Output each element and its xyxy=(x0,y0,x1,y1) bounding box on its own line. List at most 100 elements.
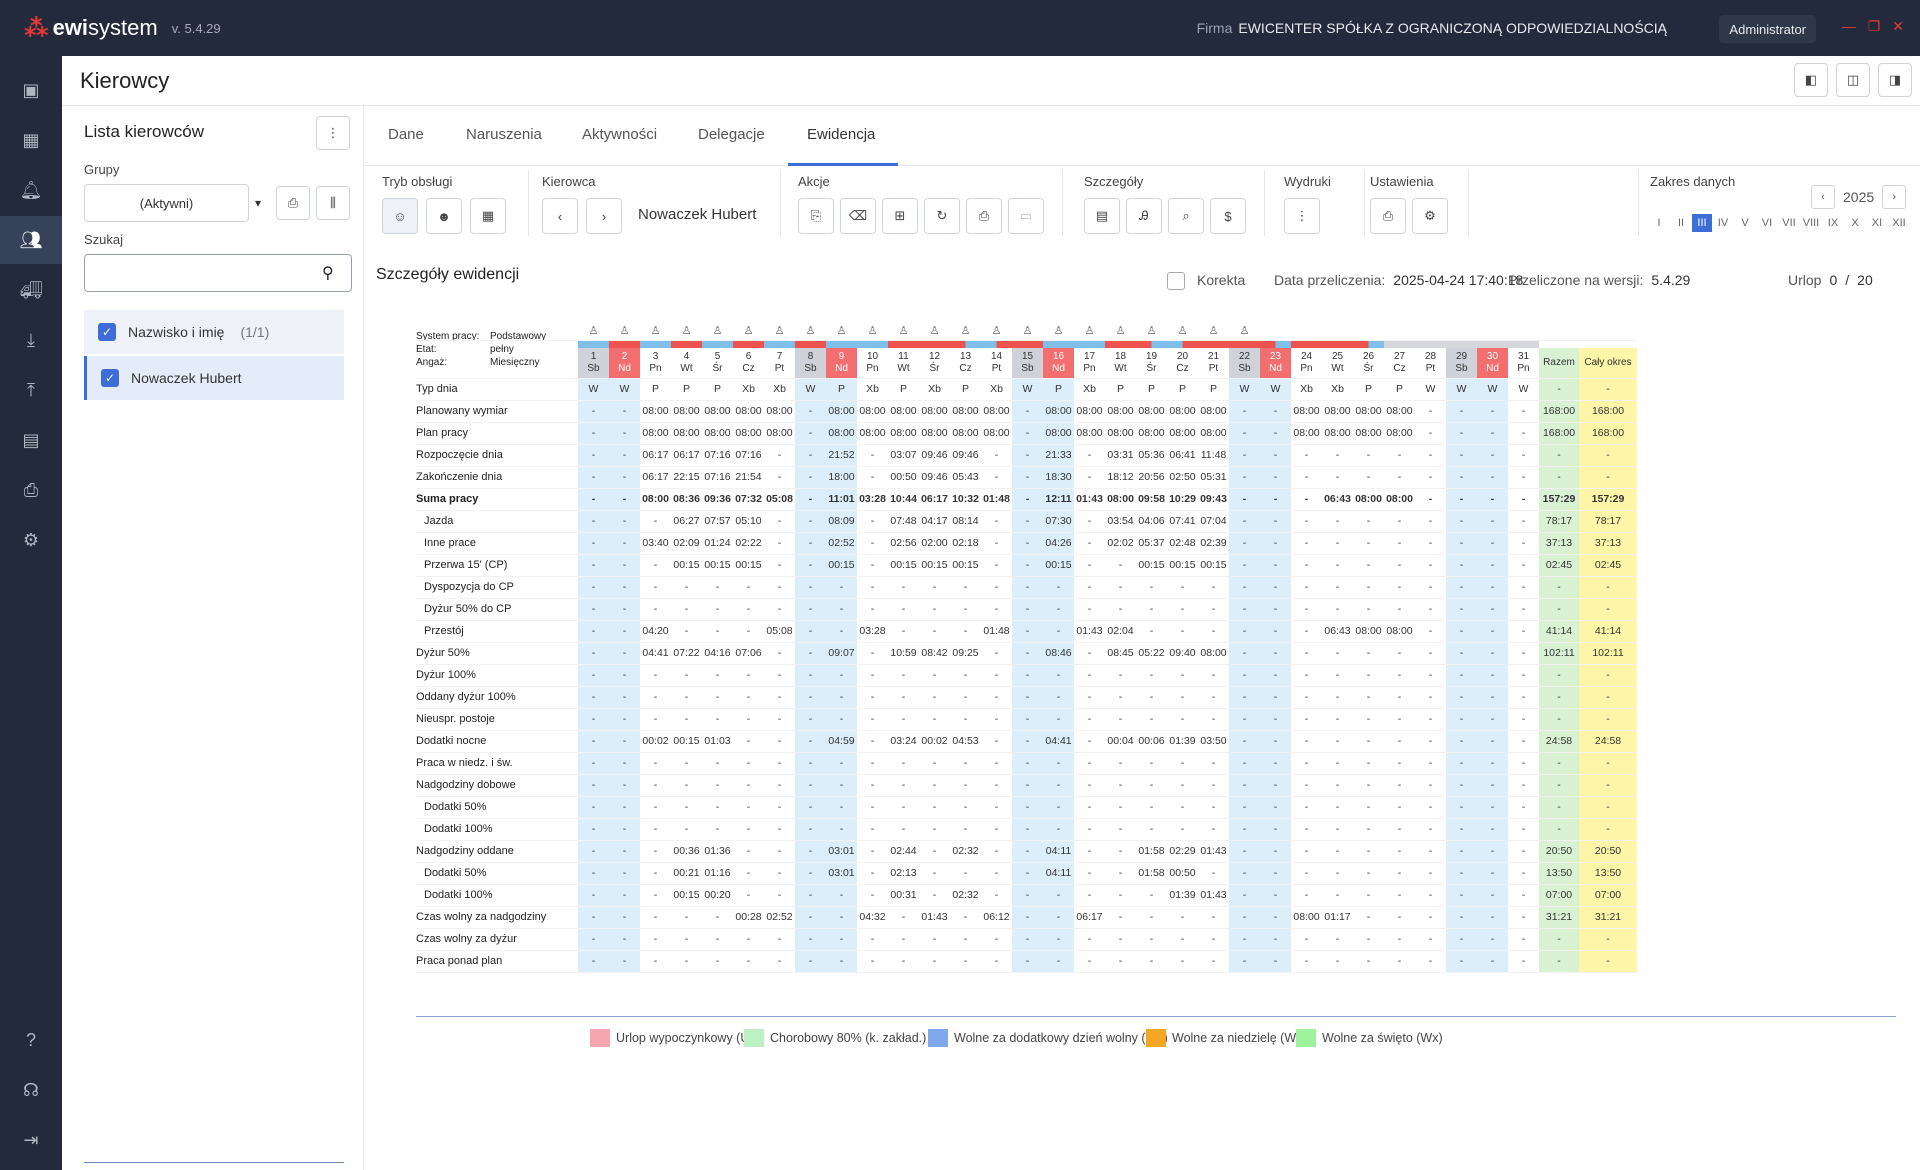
record-cell[interactable]: 01:58 xyxy=(1136,840,1167,863)
record-cell[interactable]: - xyxy=(733,576,764,599)
record-cell[interactable]: 08:42 xyxy=(919,642,950,665)
record-cell[interactable]: - xyxy=(640,774,671,797)
record-cell[interactable]: - xyxy=(1322,444,1353,467)
record-cell[interactable]: - xyxy=(857,752,888,775)
record-cell[interactable]: - xyxy=(826,906,857,929)
record-cell[interactable]: - xyxy=(609,598,640,621)
record-cell[interactable]: 03:01 xyxy=(826,862,857,885)
record-cell[interactable]: - xyxy=(826,928,857,951)
record-cell[interactable]: - xyxy=(1229,862,1260,885)
record-cell[interactable]: - xyxy=(1012,774,1043,797)
record-cell[interactable]: - xyxy=(857,774,888,797)
record-cell[interactable]: - xyxy=(640,906,671,929)
record-cell[interactable]: - xyxy=(1353,752,1384,775)
record-cell[interactable]: - xyxy=(1477,510,1508,533)
record-cell[interactable]: - xyxy=(1508,532,1539,555)
record-cell[interactable]: - xyxy=(950,796,981,819)
record-cell[interactable]: - xyxy=(764,774,795,797)
record-cell[interactable]: 01:58 xyxy=(1136,862,1167,885)
record-cell[interactable]: - xyxy=(1012,422,1043,445)
day-person-icon[interactable]: ♙ xyxy=(857,322,888,341)
record-cell[interactable]: - xyxy=(919,664,950,687)
record-cell[interactable]: 03:40 xyxy=(640,532,671,555)
record-cell[interactable]: 06:17 xyxy=(919,488,950,511)
record-cell[interactable]: - xyxy=(1384,752,1415,775)
record-cell[interactable]: - xyxy=(1043,906,1074,929)
record-cell[interactable]: - xyxy=(1074,598,1105,621)
record-cell[interactable]: - xyxy=(1043,950,1074,973)
record-cell[interactable]: - xyxy=(764,708,795,731)
record-cell[interactable]: W xyxy=(1508,378,1539,401)
record-cell[interactable]: - xyxy=(1477,796,1508,819)
record-cell[interactable]: - xyxy=(1012,554,1043,577)
record-cell[interactable]: - xyxy=(1384,818,1415,841)
record-cell[interactable]: - xyxy=(1260,576,1291,599)
record-cell[interactable]: - xyxy=(1384,642,1415,665)
record-cell[interactable]: - xyxy=(1291,664,1322,687)
record-cell[interactable]: 06:17 xyxy=(640,444,671,467)
record-cell[interactable]: - xyxy=(1291,554,1322,577)
record-cell[interactable]: - xyxy=(702,620,733,643)
record-cell[interactable]: 08:00 xyxy=(1074,400,1105,423)
record-cell[interactable]: - xyxy=(1384,862,1415,885)
next-year-button[interactable]: › xyxy=(1882,185,1907,209)
record-cell[interactable]: - xyxy=(1105,796,1136,819)
record-cell[interactable]: - xyxy=(950,620,981,643)
record-cell[interactable]: 08:00 xyxy=(1074,422,1105,445)
day-header[interactable]: 17 Pn xyxy=(1074,348,1105,379)
record-cell[interactable]: - xyxy=(1074,774,1105,797)
record-cell[interactable]: 07:16 xyxy=(733,444,764,467)
record-cell[interactable]: 02:22 xyxy=(733,532,764,555)
record-cell[interactable]: - xyxy=(671,576,702,599)
record-cell[interactable]: - xyxy=(1353,774,1384,797)
record-cell[interactable]: - xyxy=(578,686,609,709)
day-header[interactable]: 28 Pt xyxy=(1415,348,1446,379)
record-cell[interactable]: - xyxy=(1229,906,1260,929)
day-header[interactable]: 19 Śr xyxy=(1136,348,1167,379)
record-cell[interactable]: 07:06 xyxy=(733,642,764,665)
record-cell[interactable]: 07:57 xyxy=(702,510,733,533)
record-cell[interactable]: - xyxy=(1260,510,1291,533)
record-cell[interactable]: 02:09 xyxy=(671,532,702,555)
record-cell[interactable]: - xyxy=(1477,686,1508,709)
record-cell[interactable]: - xyxy=(578,884,609,907)
record-cell[interactable]: 00:15 xyxy=(1136,554,1167,577)
record-cell[interactable]: - xyxy=(919,752,950,775)
layout-left-button[interactable]: ◧ xyxy=(1794,63,1828,97)
record-cell[interactable]: 08:00 xyxy=(1291,422,1322,445)
record-cell[interactable]: - xyxy=(1105,840,1136,863)
record-cell[interactable]: - xyxy=(1415,840,1446,863)
record-cell[interactable]: - xyxy=(1446,862,1477,885)
record-cell[interactable]: - xyxy=(609,400,640,423)
record-cell[interactable]: 01:24 xyxy=(702,532,733,555)
record-cell[interactable]: - xyxy=(1198,862,1229,885)
record-cell[interactable]: - xyxy=(1167,928,1198,951)
record-cell[interactable]: - xyxy=(1012,796,1043,819)
record-cell[interactable]: - xyxy=(702,576,733,599)
day-header[interactable]: 22 Sb xyxy=(1229,348,1260,379)
record-cell[interactable]: - xyxy=(1012,400,1043,423)
checkbox-checked-icon[interactable]: ✓ xyxy=(98,323,116,341)
record-cell[interactable]: - xyxy=(1353,884,1384,907)
prev-year-button[interactable]: ‹ xyxy=(1811,185,1835,209)
record-cell[interactable]: - xyxy=(1353,664,1384,687)
record-cell[interactable]: - xyxy=(1167,598,1198,621)
record-cell[interactable]: 08:00 xyxy=(640,488,671,511)
record-cell[interactable]: 00:06 xyxy=(1136,730,1167,753)
record-cell[interactable]: - xyxy=(1291,532,1322,555)
record-cell[interactable]: 20:56 xyxy=(1136,466,1167,489)
record-cell[interactable]: - xyxy=(1446,708,1477,731)
record-cell[interactable]: - xyxy=(1415,730,1446,753)
day-header[interactable]: 30 Nd xyxy=(1477,348,1508,379)
record-cell[interactable]: 02:56 xyxy=(888,532,919,555)
record-cell[interactable]: - xyxy=(857,840,888,863)
more-menu-button[interactable]: ⋮ xyxy=(316,116,350,150)
record-cell[interactable]: - xyxy=(1322,862,1353,885)
record-cell[interactable]: - xyxy=(764,928,795,951)
record-cell[interactable]: - xyxy=(795,422,826,445)
record-cell[interactable]: - xyxy=(1477,422,1508,445)
record-cell[interactable]: - xyxy=(1291,620,1322,643)
record-cell[interactable]: - xyxy=(764,664,795,687)
refresh-button[interactable]: ↻ xyxy=(924,198,960,234)
record-cell[interactable]: - xyxy=(1446,840,1477,863)
